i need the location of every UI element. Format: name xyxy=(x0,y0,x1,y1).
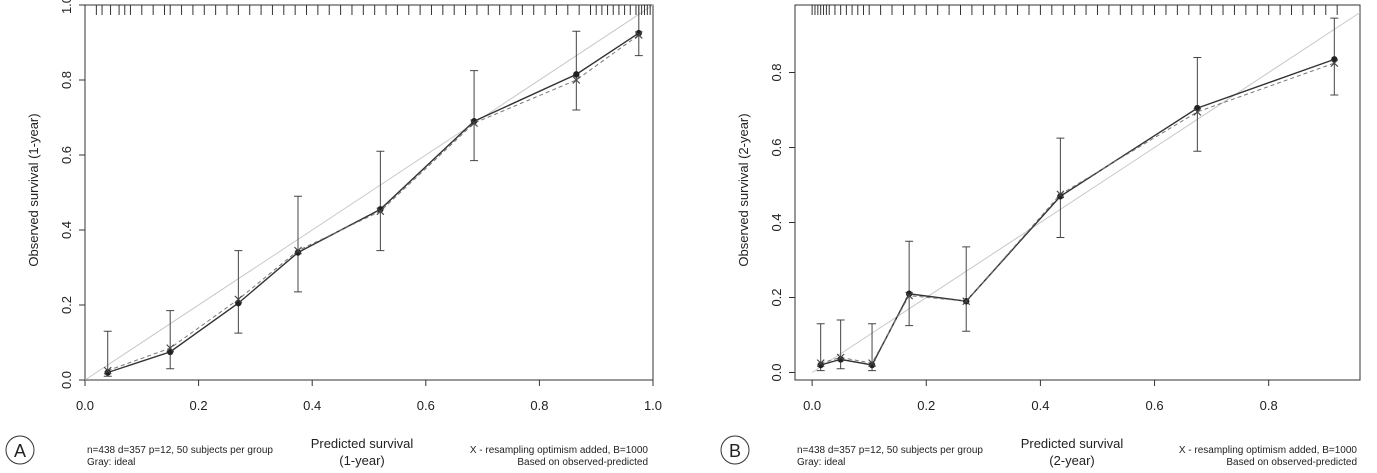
ideal-line xyxy=(84,4,654,381)
x-tick-label: 0.2 xyxy=(917,398,935,413)
panel-letter-circle xyxy=(720,435,750,465)
y-tick-label: 0.8 xyxy=(769,63,784,81)
ideal-line-group xyxy=(811,12,1361,373)
rug-group xyxy=(95,5,651,15)
series-point-group xyxy=(816,56,1339,369)
panel-a: 0.0 0.2 0.4 0.6 0.8 1.0 0.0 0.2 0.4 0.6 0.8 1.0 Ob… xyxy=(5,0,662,468)
x-axis-label: Predicted survival xyxy=(1021,436,1124,451)
observed-point xyxy=(868,361,876,369)
plot-frame xyxy=(794,4,1361,381)
ideal-line xyxy=(811,12,1361,373)
x-tick-label: 0.4 xyxy=(1031,398,1049,413)
x-axis-ticks: 0.0 0.2 0.4 0.6 0.8 xyxy=(803,380,1278,413)
plot-frame xyxy=(84,4,654,381)
y-axis-ticks: 0.0 0.2 0.4 0.6 0.8 xyxy=(769,63,795,382)
panel-letter-circle xyxy=(5,435,35,465)
observed-point xyxy=(817,361,824,369)
y-tick-label: 0.4 xyxy=(59,221,74,239)
corrected-point-x xyxy=(816,359,825,368)
rug-group xyxy=(811,5,1338,15)
x-tick-label: 0.6 xyxy=(417,398,435,413)
corrected-point-x xyxy=(1056,190,1065,199)
observed-point xyxy=(635,29,642,37)
corrected-point-x xyxy=(634,31,643,39)
y-axis-label: Observed survival (2-year) xyxy=(736,113,751,266)
observed-line xyxy=(820,58,1335,366)
x-axis-label-sub: (1-year) xyxy=(339,453,385,468)
x-tick-label: 0.0 xyxy=(76,398,94,413)
x-axis-label: Predicted survival xyxy=(311,436,414,451)
y-axis-ticks: 0.0 0.2 0.4 0.6 0.8 1.0 xyxy=(59,0,85,389)
note-left-line-1: n=438 d=357 p=12, 50 subjects per group xyxy=(87,445,273,456)
corrected-point-x xyxy=(470,119,479,128)
y-tick-label: 1.0 xyxy=(59,0,74,14)
y-tick-label: 0.4 xyxy=(769,213,784,231)
corrected-point-x xyxy=(376,207,385,216)
x-tick-label: 0.8 xyxy=(530,398,548,413)
x-tick-label: 0.8 xyxy=(1260,398,1278,413)
y-tick-label: 0.2 xyxy=(59,296,74,314)
corrected-point-x xyxy=(868,359,876,368)
corrected-point-x xyxy=(572,76,581,84)
y-axis-label: Observed survival (1-year) xyxy=(26,113,41,266)
series-line-group xyxy=(107,32,640,374)
x-axis-ticks: 0.0 0.2 0.4 0.6 0.8 1.0 xyxy=(76,380,662,413)
corrected-line xyxy=(820,62,1335,364)
observed-point xyxy=(104,369,111,376)
observed-line xyxy=(107,32,640,374)
y-tick-label: 0.0 xyxy=(59,371,74,389)
note-right-line-1: X - resampling optimism added, B=1000 xyxy=(1179,445,1358,456)
observed-point xyxy=(905,290,913,297)
errorbar-group xyxy=(103,4,643,377)
note-left-line-2: Gray: ideal xyxy=(87,457,135,468)
series-point-group xyxy=(103,29,643,376)
corrected-point-x xyxy=(1330,59,1339,68)
panel-letter: A xyxy=(14,441,26,461)
corrected-point-x xyxy=(962,297,971,306)
x-tick-label: 0.4 xyxy=(303,398,321,413)
panel-b: 0.0 0.2 0.4 0.6 0.8 0.0 0.2 0.4 0.6 0.8 Observed… xyxy=(720,4,1361,468)
note-right-line-1: X - resampling optimism added, B=1000 xyxy=(470,445,649,456)
y-tick-label: 0.0 xyxy=(769,363,784,381)
series-line-group xyxy=(820,58,1335,366)
corrected-point-x xyxy=(836,353,845,362)
corrected-line xyxy=(107,34,640,372)
observed-point xyxy=(1057,193,1064,200)
corrected-point-x xyxy=(294,246,302,255)
y-tick-label: 0.8 xyxy=(59,71,74,89)
x-axis-label-sub: (2-year) xyxy=(1049,453,1095,468)
note-left-line-1: n=438 d=357 p=12, 50 subjects per group xyxy=(797,445,983,456)
observed-point xyxy=(573,71,580,78)
note-right-line-2: Based on observed-predicted xyxy=(517,457,648,468)
corrected-point-x xyxy=(905,291,914,300)
x-tick-label: 0.2 xyxy=(190,398,208,413)
y-tick-label: 0.2 xyxy=(769,288,784,306)
y-tick-label: 0.6 xyxy=(59,146,74,164)
observed-point xyxy=(470,118,478,125)
panel-letter: B xyxy=(729,441,741,461)
corrected-point-x xyxy=(166,344,175,353)
x-tick-label: 0.6 xyxy=(1146,398,1164,413)
x-tick-label: 1.0 xyxy=(644,398,662,413)
note-left-line-2: Gray: ideal xyxy=(797,457,845,468)
observed-point xyxy=(377,206,384,213)
ideal-line-group xyxy=(84,4,654,381)
observed-point xyxy=(294,249,302,256)
note-right-line-2: Based on observed-predicted xyxy=(1226,457,1357,468)
corrected-point-x xyxy=(1193,107,1202,116)
y-tick-label: 0.6 xyxy=(769,138,784,156)
x-tick-label: 0.0 xyxy=(803,398,821,413)
corrected-point-x xyxy=(234,295,243,304)
corrected-point-x xyxy=(103,366,112,375)
observed-point xyxy=(837,356,844,363)
